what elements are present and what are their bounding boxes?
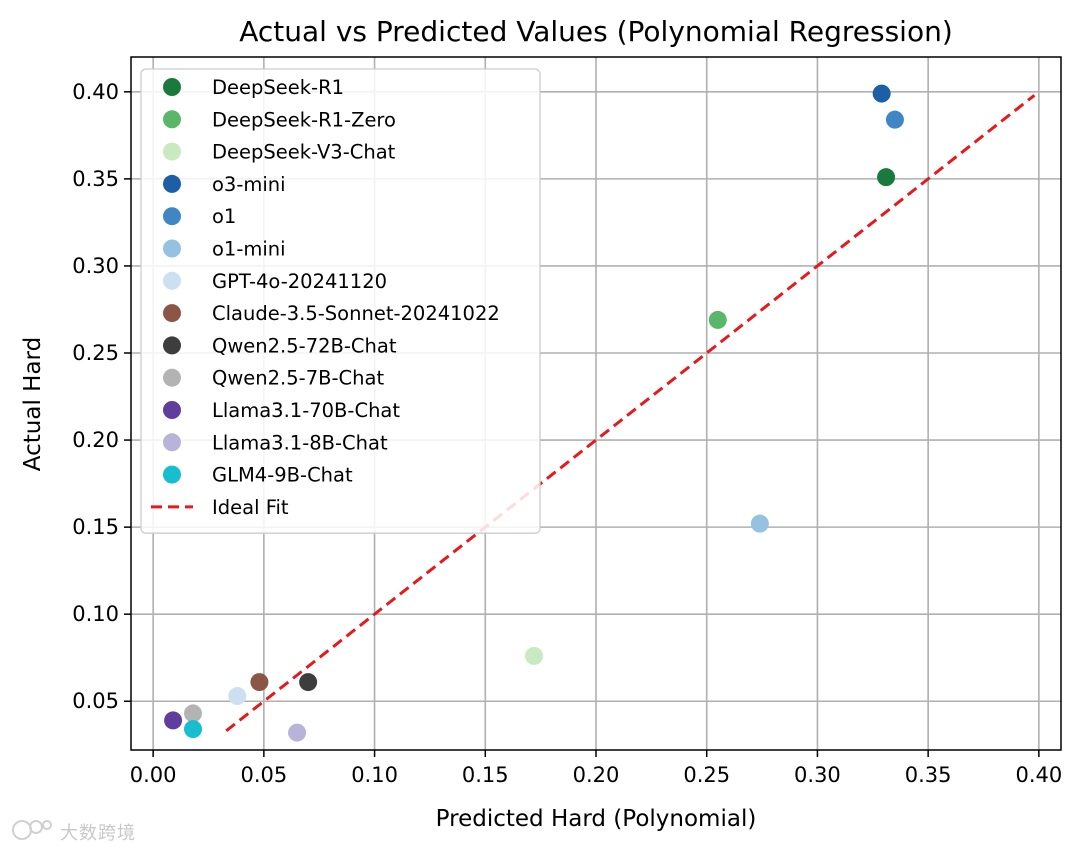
x-tick-label: 0.05	[240, 763, 287, 787]
legend-frame	[140, 68, 541, 534]
y-axis-ticks: 0.05 0.10 0.15 0.20 0.25 0.30 0.35 0.40	[72, 80, 131, 713]
data-point	[708, 310, 727, 329]
x-axis-label: Predicted Hard (Polynomial)	[436, 806, 757, 832]
data-point	[184, 720, 202, 739]
legend-marker	[163, 465, 181, 484]
x-tick-label: 0.40	[1015, 763, 1062, 787]
y-tick-label: 0.05	[72, 689, 119, 713]
legend-marker	[163, 368, 181, 387]
ideal-fit-line-group	[225, 94, 1036, 733]
legend-label: Llama3.1-8B-Chat	[212, 431, 388, 454]
legend-label: Qwen2.5-7B-Chat	[212, 367, 384, 390]
legend-marker	[163, 110, 181, 129]
legend-marker	[163, 336, 181, 355]
data-point	[228, 687, 247, 706]
legend-label: DeepSeek-V3-Chat	[212, 141, 396, 164]
legend-marker	[163, 174, 181, 193]
y-tick-label: 0.35	[72, 167, 119, 191]
watermark: 大数跨境	[10, 815, 145, 845]
x-tick-label: 0.15	[462, 763, 509, 787]
chart-title: Actual vs Predicted Values (Polynomial R…	[239, 15, 953, 48]
legend-marker	[163, 78, 181, 96]
y-tick-label: 0.20	[72, 428, 119, 452]
y-tick-label: 0.10	[72, 602, 119, 626]
y-tick-label: 0.15	[72, 515, 119, 539]
legend-label: Ideal Fit	[212, 496, 289, 519]
legend-label: o3-mini	[212, 173, 286, 196]
watermark-logo-icon	[12, 820, 52, 840]
watermark-text: 大数跨境	[60, 823, 136, 844]
legend-marker	[163, 207, 181, 226]
y-axis-label: Actual Hard	[20, 337, 46, 471]
x-tick-label: 0.20	[573, 763, 620, 787]
legend: DeepSeek-R1 DeepSeek-R1-Zero DeepSeek-V3-C…	[140, 68, 541, 534]
data-point	[184, 704, 202, 723]
legend-label: Claude-3.5-Sonnet-20241022	[212, 302, 500, 325]
legend-label: DeepSeek-R1	[212, 76, 344, 99]
x-tick-label: 0.35	[905, 763, 952, 787]
legend-label: GLM4-9B-Chat	[212, 464, 353, 487]
legend-label: Llama3.1-70B-Chat	[212, 399, 400, 422]
legend-label: Qwen2.5-72B-Chat	[212, 334, 397, 357]
legend-label: o1	[212, 205, 236, 228]
data-points	[164, 84, 904, 742]
legend-marker	[163, 271, 181, 290]
y-tick-label: 0.30	[72, 254, 119, 278]
data-point	[164, 711, 183, 730]
x-tick-label: 0.25	[683, 763, 730, 787]
legend-marker	[163, 401, 181, 419]
legend-marker	[163, 433, 181, 452]
x-axis-ticks: 0.00 0.05 0.10 0.15 0.20 0.25 0.30 0.35 0.40	[130, 750, 1062, 787]
legend-label: o1-mini	[212, 238, 286, 261]
y-tick-label: 0.40	[72, 80, 119, 104]
data-point	[525, 646, 543, 665]
data-point	[877, 168, 896, 187]
data-point	[288, 723, 307, 742]
data-point	[750, 514, 769, 533]
data-point	[885, 110, 904, 129]
legend-marker	[163, 142, 181, 161]
data-point	[872, 84, 891, 103]
legend-label: DeepSeek-R1-Zero	[212, 108, 396, 131]
x-tick-label: 0.00	[130, 763, 177, 787]
legend-label: GPT-4o-20241120	[212, 270, 387, 293]
legend-marker	[163, 304, 181, 323]
data-point	[299, 673, 318, 692]
y-tick-label: 0.25	[72, 341, 119, 365]
x-tick-label: 0.10	[351, 763, 398, 787]
legend-marker	[163, 239, 181, 258]
data-point	[250, 673, 269, 692]
x-tick-label: 0.30	[794, 763, 841, 787]
ideal-fit-line	[225, 94, 1036, 733]
